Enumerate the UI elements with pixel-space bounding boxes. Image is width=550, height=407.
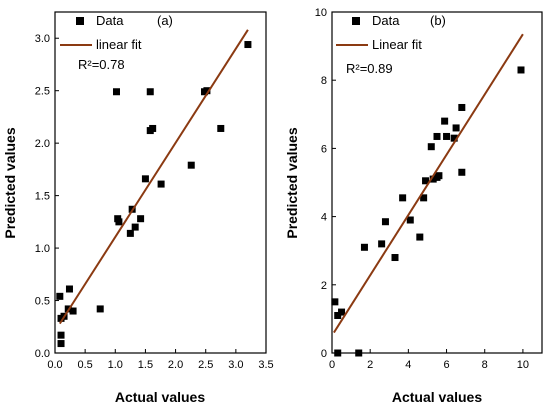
- panel-b-data-point: [338, 308, 346, 316]
- panel-b-x-tick-label: 10: [517, 359, 529, 371]
- panel-b-data-point: [429, 175, 437, 183]
- panel-b-label: (b): [430, 13, 446, 28]
- panel-a-y-axis-title: Predicted values: [2, 127, 18, 238]
- panel-a-data-point: [96, 305, 104, 313]
- panel-a-x-tick-label: 1.0: [108, 359, 123, 371]
- panel-a-data-point: [244, 41, 252, 49]
- panel-a-fit-line: [58, 29, 249, 325]
- panel-a-r2-annotation: R²=0.78: [78, 57, 125, 72]
- panel-b-y-tick-label: 4: [321, 212, 327, 224]
- panel-b-data-point: [420, 194, 428, 202]
- panel-a-legend-data-label: Data: [96, 13, 124, 28]
- panel-a-data-point: [126, 229, 134, 237]
- panel-a-y-tick-label: 2.5: [35, 86, 50, 98]
- panel-a-x-tick-label: 0.0: [47, 359, 62, 371]
- panel-b-data-point: [416, 233, 424, 241]
- panel-b-data-point: [381, 218, 389, 226]
- panel-a-data-point: [137, 215, 145, 223]
- panel-b-x-tick-label: 0: [329, 359, 335, 371]
- panel-b-frame: [331, 11, 543, 354]
- panel-b-y-tick-label: 8: [321, 75, 327, 87]
- panel-b-data-point: [378, 240, 386, 248]
- panel-b-x-tick-label: 6: [443, 359, 449, 371]
- panel-a-data-point: [149, 124, 157, 132]
- panel-a-y-tick-label: 3.0: [35, 33, 50, 45]
- panel-a-data-point: [131, 223, 139, 231]
- panel-a-data-point: [65, 285, 73, 293]
- panel-b-x-ticks: 0 2 4 6 8 10: [329, 349, 529, 371]
- panel-a-x-tick-label: 3.0: [228, 359, 243, 371]
- panel-a-x-ticks: 0.0 0.5 1.0 1.5 2.0 2.5 3.0 3.5: [47, 349, 274, 371]
- panel-b-data-point: [450, 134, 458, 142]
- panel-a-legend-fit-label: linear fit: [96, 37, 142, 52]
- panel-b-legend-data-marker: [352, 17, 360, 25]
- panel-a-data-point: [57, 331, 65, 339]
- panel-b-data-point: [399, 194, 407, 202]
- panel-b-data-point: [458, 168, 466, 176]
- panel-b-y-tick-label: 6: [321, 143, 327, 155]
- panel-a-data-point: [217, 124, 225, 132]
- panel-b-data-points: [331, 66, 525, 357]
- panel-a: 0.0 0.5 1.0 1.5 2.0 2.5 3.0 3.5 0.0 0.5 1.0 1.5 2.0…: [2, 11, 274, 405]
- panel-b-data-point: [433, 132, 441, 140]
- panel-b-data-point: [517, 66, 525, 74]
- panel-b: 0 2 4 6 8 10 0 2 4 6 8 10 Data Linear fit (b) R²=0…: [284, 7, 543, 405]
- panel-b-legend-fit-label: Linear fit: [372, 37, 422, 52]
- panel-a-data-point: [112, 88, 120, 96]
- panel-b-data-point: [458, 103, 466, 111]
- panel-a-x-tick-label: 1.5: [138, 359, 153, 371]
- panel-a-data-point: [56, 292, 64, 300]
- panel-a-label: (a): [157, 13, 173, 28]
- panel-b-data-point: [452, 124, 460, 132]
- panel-b-data-point: [422, 177, 430, 185]
- panel-a-y-tick-label: 1.0: [35, 243, 50, 255]
- panel-b-data-point: [441, 117, 449, 125]
- panel-b-fit-line: [333, 33, 524, 334]
- panel-a-data-point: [146, 88, 154, 96]
- panel-b-y-tick-label: 10: [315, 7, 327, 19]
- panel-a-legend-data-marker: [76, 17, 84, 25]
- panel-a-data-point: [203, 87, 211, 95]
- panel-b-x-tick-label: 4: [405, 359, 411, 371]
- panel-a-data-point: [57, 340, 65, 348]
- panel-b-r2-annotation: R²=0.89: [346, 61, 393, 76]
- panel-a-x-tick-label: 0.5: [77, 359, 92, 371]
- panel-a-y-tick-label: 0.5: [35, 296, 50, 308]
- panel-b-y-ticks: 0 2 4 6 8 10: [315, 7, 336, 360]
- panel-b-data-point: [355, 349, 363, 357]
- panel-a-data-point: [157, 180, 165, 188]
- panel-a-x-tick-label: 2.5: [198, 359, 213, 371]
- panel-b-legend-data-label: Data: [372, 13, 400, 28]
- panel-b-x-tick-label: 2: [367, 359, 373, 371]
- panel-b-data-point: [427, 143, 435, 151]
- panel-a-data-point: [69, 307, 77, 315]
- panel-a-y-tick-label: 2.0: [35, 138, 50, 150]
- panel-a-x-tick-label: 3.5: [258, 359, 273, 371]
- panel-a-frame: [54, 11, 267, 354]
- panel-a-y-tick-label: 1.5: [35, 191, 50, 203]
- panel-a-data-point: [187, 161, 195, 169]
- panel-b-data-point: [360, 243, 368, 251]
- panel-a-data-point: [141, 175, 149, 183]
- panel-b-x-tick-label: 8: [482, 359, 488, 371]
- panel-b-data-point: [331, 298, 339, 306]
- panel-a-y-tick-label: 0.0: [35, 348, 50, 360]
- panel-b-y-tick-label: 0: [321, 348, 327, 360]
- panel-a-x-tick-label: 2.0: [168, 359, 183, 371]
- panel-b-data-point: [391, 254, 399, 262]
- panel-a-x-axis-title: Actual values: [115, 389, 205, 405]
- panel-b-data-point: [334, 349, 342, 357]
- panel-b-data-point: [443, 132, 451, 140]
- panel-a-data-point: [115, 218, 123, 226]
- panel-b-data-point: [334, 311, 342, 319]
- panel-b-y-axis-title: Predicted values: [284, 127, 300, 238]
- panel-b-y-tick-label: 2: [321, 280, 327, 292]
- panel-b-x-axis-title: Actual values: [392, 389, 482, 405]
- panel-b-data-point: [406, 216, 414, 224]
- panel-b-data-point: [435, 172, 443, 180]
- panel-a-y-ticks: 0.0 0.5 1.0 1.5 2.0 2.5 3.0: [35, 33, 59, 360]
